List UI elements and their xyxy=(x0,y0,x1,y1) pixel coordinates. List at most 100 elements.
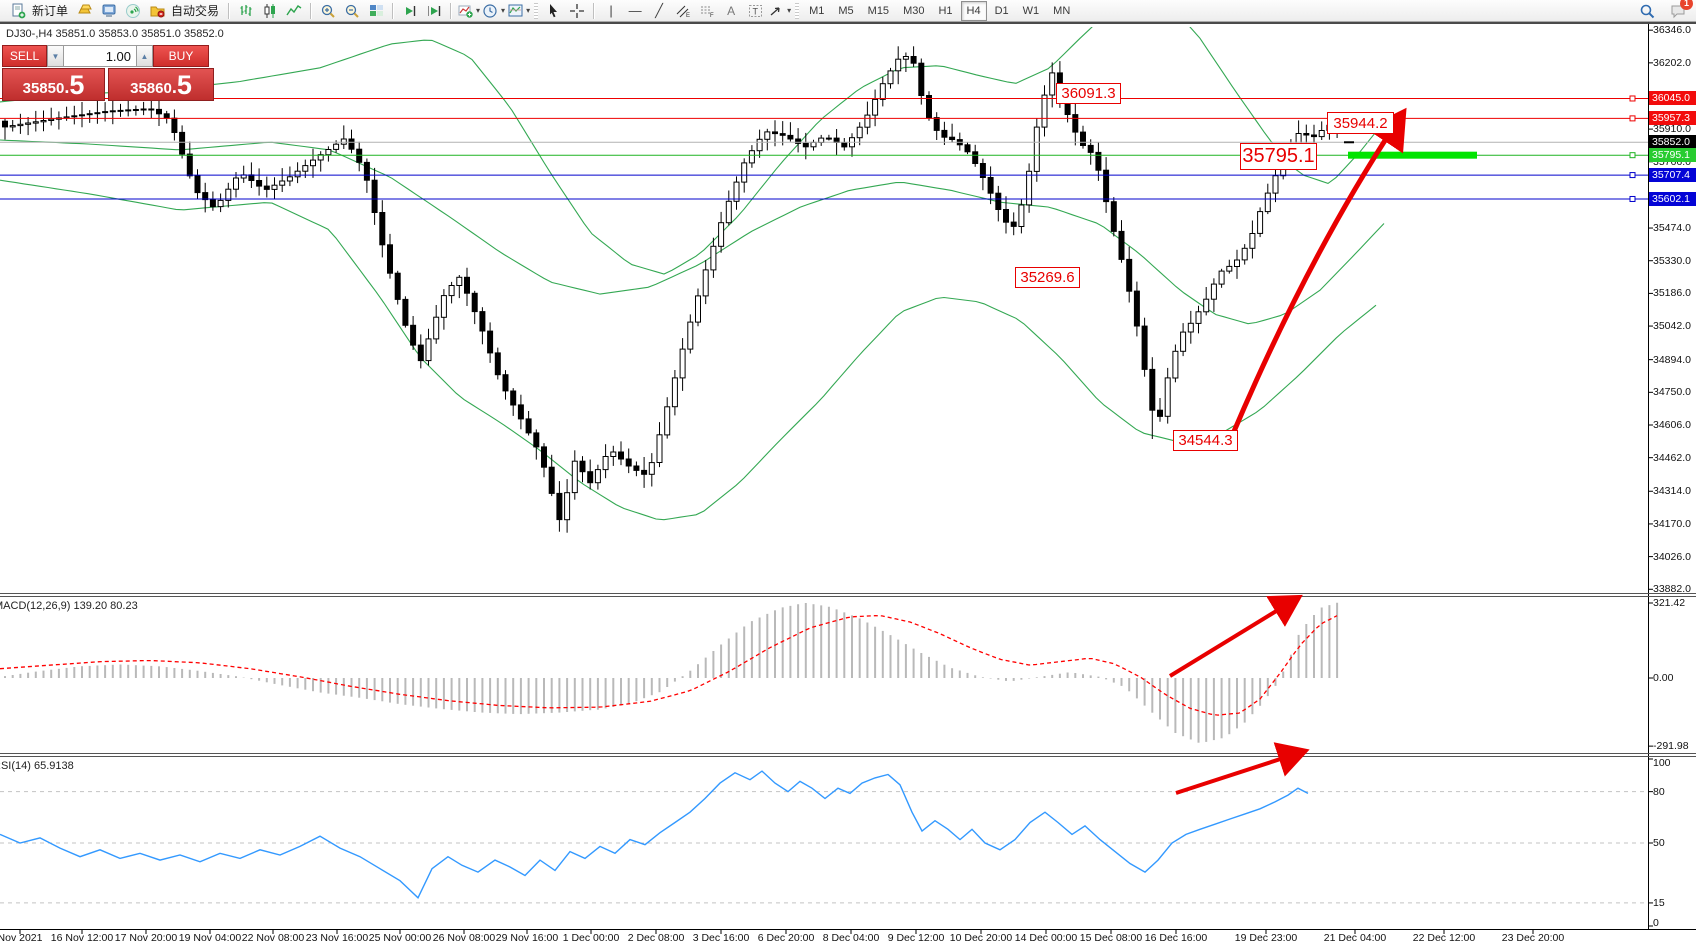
svg-text:E: E xyxy=(686,13,690,19)
volume-decrease-button[interactable]: ▼ xyxy=(47,45,64,67)
crosshair-icon xyxy=(569,3,584,18)
price-badge-35707.4: 35707.4 xyxy=(1649,168,1696,183)
history-center-button[interactable] xyxy=(74,1,96,21)
cursor-tool-button[interactable] xyxy=(542,1,564,21)
candlestick-mode-button[interactable] xyxy=(259,1,281,21)
price-badge-35957.3: 35957.3 xyxy=(1649,111,1696,126)
volume-input[interactable]: 1.00 xyxy=(64,45,136,67)
timeframe-button-m30[interactable]: M30 xyxy=(903,4,925,17)
rsi-scale-label: 15 xyxy=(1653,896,1665,909)
arrows-tool-button[interactable]: ▾ xyxy=(768,1,791,21)
toolbar-separator xyxy=(310,2,313,19)
terminal-icon xyxy=(102,4,116,17)
svg-text:T: T xyxy=(752,6,758,16)
dropdown-caret-icon: ▾ xyxy=(476,6,481,15)
timeframe-button-w1[interactable]: W1 xyxy=(1022,4,1040,17)
dropdown-caret-icon: ▾ xyxy=(787,6,792,15)
sell-price-frac: 5 xyxy=(69,70,85,100)
dropdown-caret-icon: ▾ xyxy=(501,6,506,15)
channel-tool-button[interactable]: E xyxy=(672,1,694,21)
templates-button[interactable]: ▾ xyxy=(507,1,530,21)
autotrade-label[interactable]: 自动交易 xyxy=(171,4,220,18)
text-label-tool-button[interactable]: T xyxy=(744,1,766,21)
signals-button[interactable] xyxy=(122,1,144,21)
text-tool-button[interactable]: A xyxy=(720,1,742,21)
price-tick-label: 35766.0 xyxy=(1653,155,1691,168)
toolbar-grip[interactable] xyxy=(795,2,800,19)
auto-scroll-button[interactable] xyxy=(399,1,421,21)
toolbar-grip[interactable] xyxy=(534,2,539,19)
toolbar-separator xyxy=(450,2,453,19)
price-tick-label: 35186.0 xyxy=(1653,287,1691,300)
template-icon xyxy=(508,4,523,16)
indicators-button[interactable]: ▾ xyxy=(457,1,480,21)
zoom-out-icon xyxy=(345,4,359,18)
price-badge-36045.0: 36045.0 xyxy=(1649,91,1696,106)
sell-button[interactable]: SELL xyxy=(2,45,47,67)
rsi-scale-label: 80 xyxy=(1653,785,1665,798)
line-chart-icon xyxy=(285,4,301,15)
candlestick-icon xyxy=(264,3,275,18)
zoom-in-icon xyxy=(321,4,335,18)
gold-bar-icon xyxy=(77,4,92,13)
search-button[interactable] xyxy=(1636,1,1658,21)
chart-shift-icon xyxy=(427,5,440,16)
toolbar: 新订单 xyxy=(0,0,1696,22)
timeframe-button-m1[interactable]: M1 xyxy=(809,4,825,17)
timeframe-bar: M1 M5 M15 M30 H1 H4 D1 W1 MN xyxy=(802,0,1077,21)
chart-shift-button[interactable] xyxy=(423,1,445,21)
timeframe-button-h4[interactable]: H4 xyxy=(960,0,987,21)
search-icon xyxy=(1640,4,1654,18)
horizontal-line-tool-button[interactable]: — xyxy=(624,1,646,21)
buy-price-main: 35860 xyxy=(130,80,172,97)
price-tick-label: 35330.0 xyxy=(1653,254,1691,267)
sell-price-panel[interactable]: 35850. 5 xyxy=(2,68,105,101)
rsi-scale-label: 100 xyxy=(1653,757,1671,769)
trendline-tool-button[interactable]: ╱ xyxy=(648,1,670,21)
price-tick-label: 35474.0 xyxy=(1653,222,1691,235)
price-badge-35795.1: 35795.1 xyxy=(1649,148,1696,163)
signal-icon xyxy=(125,3,140,18)
text-icon: A xyxy=(727,3,736,18)
timeframe-button-h1[interactable]: H1 xyxy=(938,4,953,17)
price-tick-label: 36346.0 xyxy=(1653,24,1691,37)
timeframe-button-mn[interactable]: MN xyxy=(1053,4,1071,17)
dropdown-caret-icon: ▾ xyxy=(526,6,531,15)
tile-windows-button[interactable] xyxy=(365,1,387,21)
chart-area[interactable] xyxy=(0,24,1648,946)
new-order-label[interactable]: 新订单 xyxy=(32,4,69,18)
terminal-button[interactable] xyxy=(98,1,120,21)
indicators-icon xyxy=(458,5,473,18)
timeframe-button-m5[interactable]: M5 xyxy=(838,4,854,17)
bar-chart-mode-button[interactable] xyxy=(235,1,257,21)
notifications-button[interactable]: 1 xyxy=(1667,0,1693,21)
price-tick-label: 34750.0 xyxy=(1653,386,1691,399)
new-order-button[interactable] xyxy=(7,1,29,21)
timeframe-button-d1[interactable]: D1 xyxy=(994,4,1009,17)
notification-badge: 1 xyxy=(1680,0,1693,10)
macd-scale-label: -291.98 xyxy=(1653,740,1689,753)
price-tick-label: 34026.0 xyxy=(1653,550,1691,563)
timeframe-button-m15[interactable]: M15 xyxy=(867,4,890,17)
sell-price-main: 35850 xyxy=(22,80,65,97)
price-badge-35602.1: 35602.1 xyxy=(1649,191,1696,206)
text-label-icon: T xyxy=(748,4,762,17)
crosshair-tool-button[interactable] xyxy=(566,1,588,21)
clock-icon xyxy=(483,3,497,18)
buy-price-frac: 5 xyxy=(176,70,192,100)
toolbar-separator xyxy=(392,2,395,19)
periods-button[interactable]: ▾ xyxy=(482,1,505,21)
zoom-in-button[interactable] xyxy=(317,1,339,21)
volume-increase-button[interactable]: ▲ xyxy=(136,45,153,67)
cursor-icon xyxy=(549,3,557,17)
fibonacci-tool-button[interactable]: F xyxy=(696,1,718,21)
autotrade-button[interactable] xyxy=(146,1,168,21)
buy-button[interactable]: BUY xyxy=(153,45,209,67)
rsi-scale-label: 50 xyxy=(1653,837,1665,849)
price-tick-label: 34894.0 xyxy=(1653,353,1691,366)
vertical-line-tool-button[interactable]: | xyxy=(600,1,622,21)
line-chart-mode-button[interactable] xyxy=(283,1,305,21)
zoom-out-button[interactable] xyxy=(341,1,363,21)
buy-price-panel[interactable]: 35860. 5 xyxy=(108,68,214,101)
price-tick-label: 33882.0 xyxy=(1653,583,1691,596)
